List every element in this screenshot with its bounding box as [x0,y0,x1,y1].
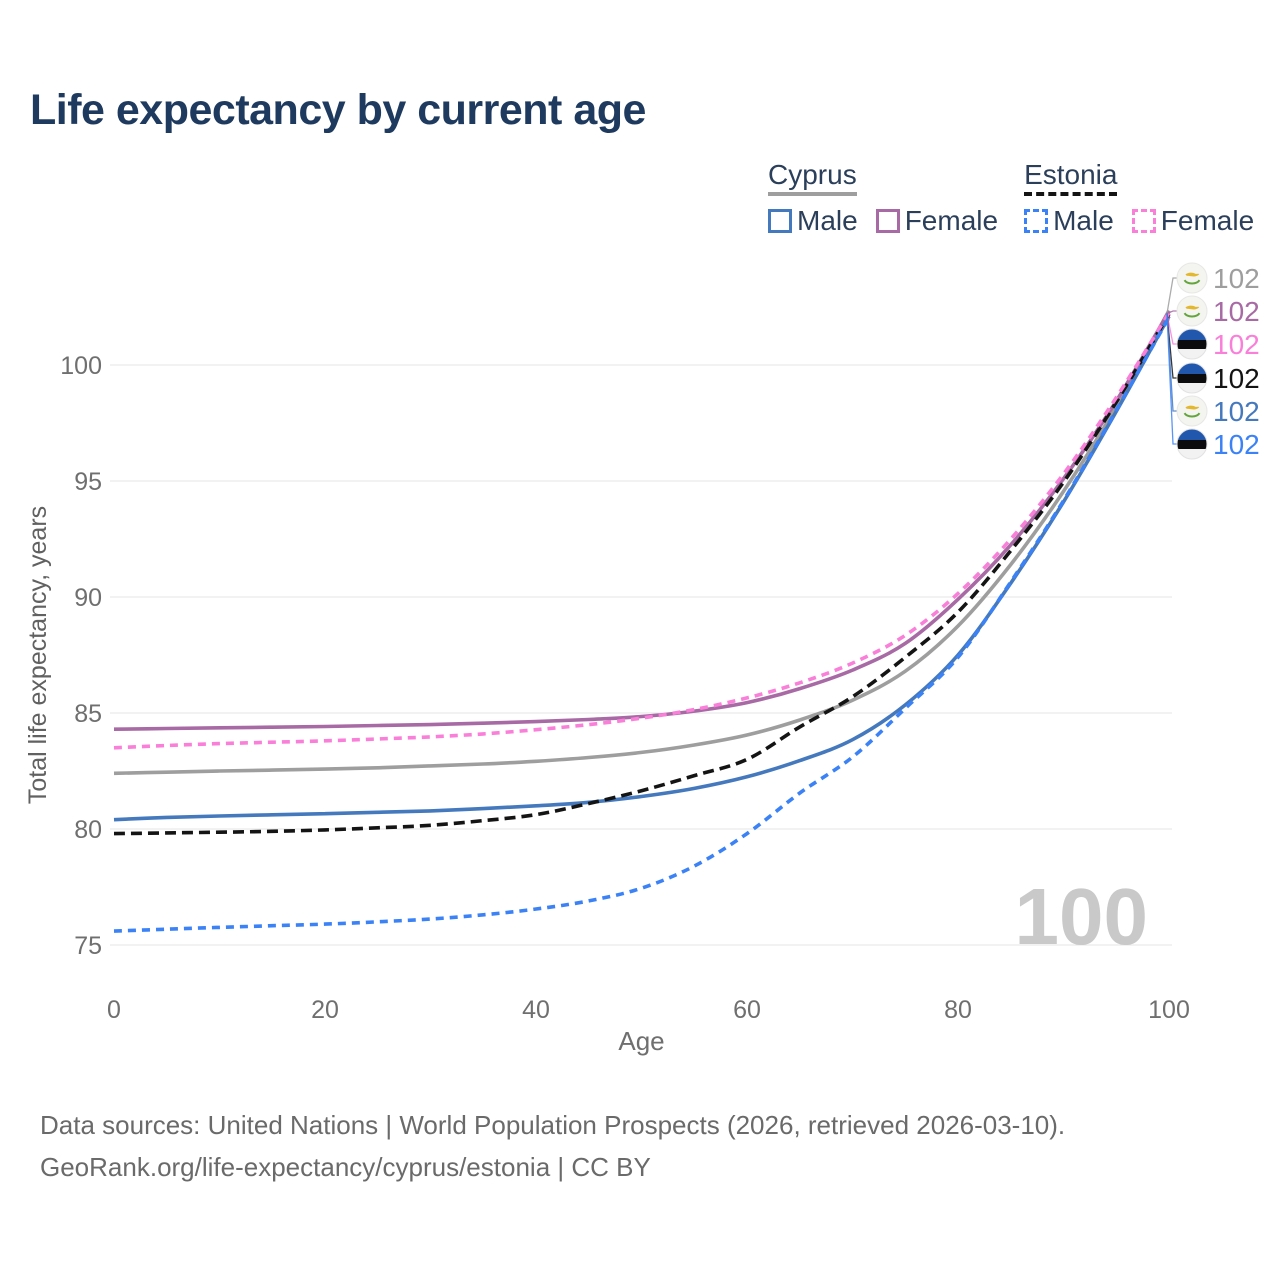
legend: Cyprus Male Female Estonia Male Female [768,160,1254,237]
age-watermark: 100 [1015,872,1148,961]
cyprus-island-shape [1185,272,1200,277]
legend-item-label: Male [1053,205,1114,237]
series-line-estonia-male [113,316,1171,933]
y-tick-label: 100 [60,352,102,380]
end-label-connector [1166,310,1178,315]
y-tick-label: 85 [74,700,102,728]
y-axis-title: Total life expectancy, years [24,506,52,804]
y-axis-ticks: 75 80 85 90 95 100 [60,352,102,960]
x-tick-label: 60 [733,996,761,1024]
cyprus-flag-icon [1176,295,1208,327]
legend-item-cyprus-female[interactable]: Female [875,205,999,237]
y-tick-label: 90 [74,584,102,612]
end-label-value: 102 [1213,329,1260,360]
gridlines [110,364,1172,946]
legend-country-cyprus[interactable]: Cyprus [768,160,857,197]
legend-swatch-female [1131,209,1156,234]
footer-attribution-link: GeoRank.org/life-expectancy/cyprus/eston… [40,1152,651,1182]
estonia-flag-icon [1176,428,1208,460]
legend-group-cyprus: Cyprus Male Female [768,160,998,237]
footer: Data sources: United Nations | World Pop… [40,1104,1065,1188]
end-label-value: 102 [1213,263,1260,294]
end-label-value: 102 [1213,396,1260,427]
x-tick-label: 40 [522,996,550,1024]
legend-swatch-male [768,209,792,234]
y-tick-label: 75 [74,932,102,960]
series-line-estonia-female [113,311,1171,750]
olive-branches [1183,412,1201,418]
end-label-connector [1166,313,1178,345]
x-tick-label: 80 [944,996,972,1024]
estonia-flag-icon [1176,328,1208,360]
legend-item-label: Female [904,205,999,237]
x-axis-title: Age [618,1026,664,1056]
legend-item-estonia-male[interactable]: Male [1024,205,1114,237]
end-label-value: 102 [1213,363,1260,394]
y-tick-label: 95 [74,468,102,496]
end-label-connector [1166,277,1178,314]
series-line-cyprus-male [113,315,1171,822]
end-label-connector [1166,313,1178,379]
series-line-cyprus-female [113,310,1171,731]
y-tick-label: 80 [74,816,102,844]
end-label-value: 102 [1213,429,1260,460]
cyprus-island-shape [1185,305,1200,310]
x-tick-label: 100 [1148,996,1190,1024]
legend-item-label: Male [797,205,858,237]
end-label-connector [1166,313,1178,445]
cyprus-flag-icon [1176,262,1208,294]
legend-item-estonia-female[interactable]: Female [1131,205,1255,237]
legend-group-estonia: Estonia Male Female [1024,160,1254,237]
x-tick-label: 20 [311,996,339,1024]
olive-branches [1183,312,1201,318]
olive-branches [1183,279,1201,285]
legend-item-label: Female [1160,205,1255,237]
x-tick-label: 0 [107,996,121,1024]
x-axis-ticks: 0 20 40 60 80 100 [107,996,1190,1024]
legend-swatch-male [1024,209,1049,234]
cyprus-island-shape [1185,405,1200,410]
estonia-flag-icon [1176,362,1208,394]
legend-item-cyprus-male[interactable]: Male [768,205,858,237]
legend-items-row: Male Female [1024,205,1254,237]
legend-items-row: Male Female [768,205,998,237]
legend-country-estonia[interactable]: Estonia [1024,160,1118,197]
series-line-cyprus-both-sexes [113,309,1171,776]
end-label-value: 102 [1213,296,1260,327]
footer-data-sources: Data sources: United Nations | World Pop… [40,1110,1066,1140]
series-lines [113,309,1171,933]
legend-swatch-female [875,209,900,234]
series-line-estonia-both-sexes [113,313,1171,836]
page-title: Life expectancy by current age [30,86,646,134]
cyprus-flag-icon [1176,395,1208,427]
